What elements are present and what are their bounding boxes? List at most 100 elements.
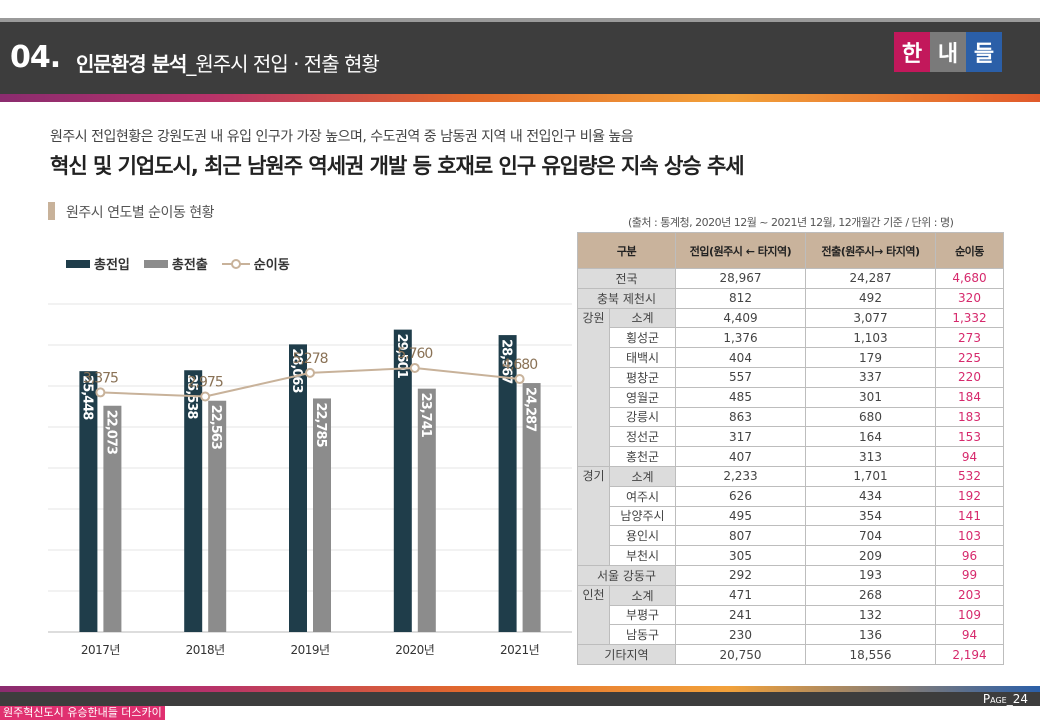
x-tick-label: 2019년	[290, 643, 329, 657]
table-cell-name: 남양주시	[609, 505, 676, 527]
table-cell-out: 680	[805, 406, 936, 428]
migration-chart: 25,44822,0732017년25,53822,5632018년28,063…	[48, 303, 572, 657]
table-cell-in: 863	[675, 406, 806, 428]
brand-logo: 한 내 들	[894, 32, 1002, 72]
net-point	[305, 367, 315, 378]
table-cell-in: 557	[675, 366, 806, 388]
bar-out	[522, 383, 541, 632]
table-cell-name: 기타지역	[577, 644, 676, 665]
table-cell-in: 28,967	[675, 268, 806, 289]
table-cell-name: 홍천군	[609, 446, 676, 467]
chart-legend: 총전입 총전출 순이동	[66, 254, 304, 273]
table-cell-name: 소계	[609, 465, 676, 487]
table-cell-net: 109	[935, 604, 1004, 626]
footer-label: 원주혁신도시 유승한내들 더스카이	[0, 706, 165, 720]
logo-char-2: 내	[930, 32, 966, 72]
table-cell-net: 183	[935, 406, 1004, 428]
table-cell-net: 273	[935, 327, 1004, 349]
bar-in	[393, 329, 412, 632]
page-title: 인문환경 분석_원주시 전입 · 전출 현황	[76, 48, 380, 77]
table-cell-out: 132	[805, 604, 936, 626]
table-cell-in: 230	[675, 624, 806, 646]
table-cell-in: 292	[675, 564, 806, 586]
table-row: 용인시 807 704 103	[578, 525, 1004, 547]
x-tick-label: 2017년	[81, 643, 120, 657]
table-cell-name: 정선군	[609, 426, 676, 448]
table-cell-name: 충북 제천시	[577, 287, 676, 309]
table-cell-out: 704	[805, 525, 936, 547]
table-cell-out: 24,287	[805, 268, 936, 289]
bar-out	[103, 405, 122, 632]
table-cell-out: 136	[805, 624, 936, 646]
table-row: 강릉시 863 680 183	[578, 406, 1004, 428]
table-cell-net: 1,332	[935, 307, 1004, 329]
table-cell-out: 3,077	[805, 307, 936, 329]
net-point-label: 3,375	[83, 370, 118, 386]
net-point	[95, 387, 106, 398]
table-row: 홍천군 407 313 94	[578, 446, 1004, 467]
table-cell-net: 532	[935, 465, 1004, 487]
section-number: 04.	[10, 40, 61, 75]
page-header: 04. 인문환경 분석_원주시 전입 · 전출 현황 한 내 들	[0, 22, 1040, 94]
table-cell-in: 485	[675, 386, 806, 408]
table-row: 남동구 230 136 94	[578, 624, 1004, 646]
table-header-row: 구분 전입(원주시 ← 타지역) 전출(원주시→ 타지역) 순이동	[577, 232, 1004, 269]
page-title-bold: 인문환경 분석	[76, 52, 187, 76]
table-cell-name: 소계	[609, 584, 676, 606]
table-cell-in: 407	[675, 446, 806, 467]
table-row: 강원 소계 4,409 3,077 1,332	[577, 307, 1004, 467]
table-cell-in: 20,750	[675, 644, 806, 665]
table-cell-net: 96	[935, 545, 1004, 566]
header-top-rule	[0, 18, 1040, 22]
table-cell-out: 179	[805, 347, 936, 368]
bar-in-label: 25,448	[79, 375, 94, 420]
legend-label-out: 총전출	[171, 258, 208, 273]
table-row: 횡성군 1,376 1,103 273	[578, 327, 1004, 349]
table-cell-name: 소계	[609, 307, 676, 329]
table-cell-in: 1,376	[675, 327, 806, 349]
table-cell-in: 471	[675, 584, 806, 606]
net-point	[409, 362, 420, 373]
legend-label-net: 순이동	[253, 258, 290, 273]
table-cell-net: 4,680	[935, 268, 1004, 289]
table-cell-out: 164	[805, 426, 936, 448]
table-row: 전국 28,967 24,287 4,680	[577, 268, 1004, 289]
footer-color-bar	[0, 686, 1040, 692]
bar-out	[417, 388, 436, 632]
table-cell-in: 626	[675, 485, 806, 507]
table-cell-in: 807	[675, 525, 806, 547]
table-group-cell: 경기	[577, 465, 610, 566]
net-point-label: 5,760	[397, 346, 432, 362]
bar-in-label: 28,967	[499, 339, 514, 384]
table-cell-name: 부천시	[609, 545, 676, 566]
table-cell-net: 103	[935, 525, 1004, 547]
table-cell-net: 184	[935, 386, 1004, 408]
table-cell-name: 서울 강동구	[577, 564, 676, 586]
table-cell-net: 94	[935, 624, 1004, 646]
table-cell-out: 193	[805, 564, 936, 586]
x-tick-label: 2018년	[186, 643, 225, 657]
legend-item-in: 총전입	[66, 254, 130, 273]
table-header-out: 전출(원주시→ 타지역)	[805, 232, 936, 269]
table-cell-name: 남동구	[609, 624, 676, 646]
x-tick-label: 2020년	[395, 643, 434, 657]
table-body: 전국 28,967 24,287 4,680 충북 제천시 812 492 320 강원 소계 4,…	[577, 268, 1004, 665]
page-number: Page_24	[982, 692, 1028, 706]
table-cell-name: 영월군	[609, 386, 676, 408]
bar-out-label: 22,785	[313, 402, 328, 447]
table-cell-out: 209	[805, 545, 936, 566]
table-cell-net: 203	[935, 584, 1004, 606]
footer-band	[0, 692, 1040, 706]
table-cell-in: 241	[675, 604, 806, 626]
x-tick-label: 2021년	[500, 643, 539, 657]
table-cell-net: 153	[935, 426, 1004, 448]
bar-in	[184, 370, 203, 632]
table-cell-net: 225	[935, 347, 1004, 368]
table-cell-out: 434	[805, 485, 936, 507]
net-point	[514, 374, 525, 385]
lead-text: 원주시 전입현황은 강원도권 내 유입 인구가 가장 높으며, 수도권역 중 남…	[50, 129, 634, 145]
table-row: 서울 강동구 292 193 99	[577, 564, 1004, 586]
table-row: 부평구 241 132 109	[578, 604, 1004, 626]
table-cell-in: 2,233	[675, 465, 806, 487]
table-cell-out: 337	[805, 366, 936, 388]
